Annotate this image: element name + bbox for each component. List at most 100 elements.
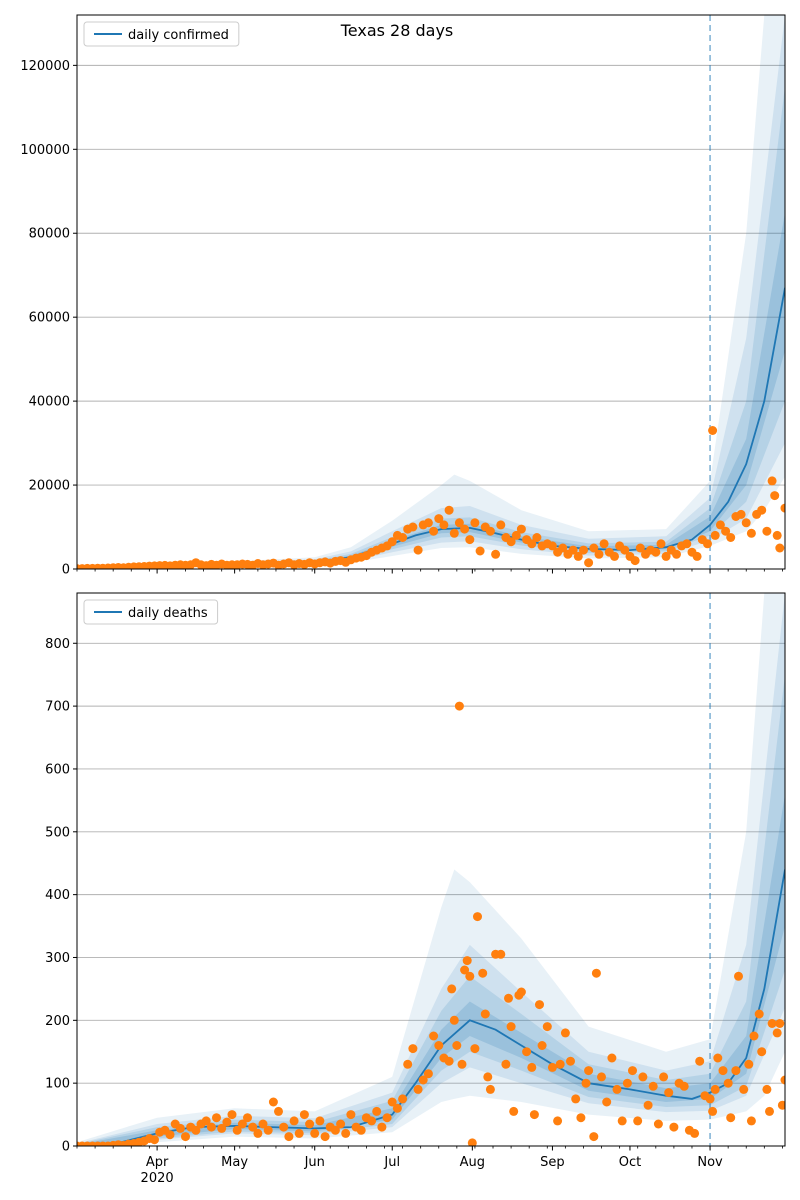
observed-point	[413, 1084, 423, 1094]
observed-point	[263, 1125, 273, 1135]
observed-point	[529, 1110, 539, 1120]
legend-label: daily confirmed	[128, 28, 229, 43]
observed-point	[767, 476, 777, 486]
observed-point	[610, 551, 619, 561]
observed-point	[767, 1019, 777, 1028]
credible-band-outermost	[77, 15, 785, 569]
observed-point	[382, 1113, 392, 1123]
observed-point	[429, 526, 439, 536]
observed-point	[501, 1059, 511, 1069]
observed-point	[511, 530, 521, 540]
observed-point	[591, 968, 601, 978]
observed-point	[746, 1116, 756, 1126]
observed-point	[775, 543, 785, 553]
observed-point	[248, 1122, 258, 1132]
observed-point	[571, 1094, 581, 1104]
observed-point	[560, 1028, 570, 1038]
observed-point	[258, 1119, 268, 1129]
observed-point	[612, 1084, 622, 1094]
observed-point	[470, 1044, 480, 1054]
observed-point	[377, 1122, 387, 1132]
observed-point	[449, 528, 459, 538]
observed-point	[597, 1072, 606, 1082]
observed-point	[449, 1015, 459, 1025]
observed-point	[408, 522, 418, 532]
observed-point	[222, 1117, 232, 1127]
observed-point	[452, 1041, 462, 1050]
observed-point	[622, 1078, 632, 1088]
observed-point	[708, 426, 718, 435]
observed-point	[398, 1094, 408, 1104]
observed-point	[739, 1084, 749, 1094]
observed-point	[535, 1000, 544, 1010]
observed-point	[201, 1116, 211, 1126]
x-tick-label: Jul	[383, 1155, 400, 1170]
x-tick-label: Aug	[460, 1155, 485, 1170]
observed-point	[710, 530, 720, 540]
observed-point	[672, 549, 681, 559]
observed-point	[483, 1072, 493, 1082]
observed-point	[460, 524, 470, 534]
x-tick-sublabel: 2020	[141, 1171, 174, 1186]
observed-point	[581, 1078, 591, 1088]
observed-point	[775, 1019, 785, 1028]
observed-point	[643, 1100, 653, 1110]
observed-point	[315, 1116, 325, 1126]
observed-point	[692, 551, 702, 561]
observed-point	[602, 1097, 612, 1107]
observed-point	[726, 533, 736, 542]
observed-point	[387, 537, 397, 547]
observed-point	[516, 987, 526, 997]
observed-point	[460, 965, 470, 975]
legend-label: daily deaths	[128, 606, 208, 621]
y-tick-label: 20000	[29, 479, 70, 494]
observed-point	[705, 1094, 715, 1104]
observed-point	[656, 539, 666, 549]
observed-point	[496, 949, 506, 959]
observed-point	[423, 1069, 433, 1079]
observed-point	[310, 1128, 320, 1138]
confirmed-panel: 0 20000 40000 60000 80000 100000 120000 daily c…	[20, 14, 786, 578]
y-tick-label: 300	[45, 951, 70, 966]
observed-point	[506, 1022, 516, 1032]
observed-point	[423, 518, 433, 528]
observed-point	[212, 1113, 221, 1123]
observed-point	[617, 1116, 627, 1126]
observed-point	[165, 1130, 175, 1140]
observed-point	[708, 1106, 718, 1116]
observed-point	[770, 491, 780, 501]
observed-point	[558, 543, 568, 553]
observed-point	[555, 1059, 565, 1069]
x-tick-label: Oct	[619, 1155, 641, 1170]
observed-point	[346, 1110, 356, 1120]
x-tick-label: Apr	[146, 1155, 169, 1170]
observed-point	[413, 545, 423, 555]
observed-point	[367, 1116, 377, 1126]
observed-point	[537, 1041, 547, 1050]
observed-point	[485, 526, 495, 536]
observed-point	[506, 537, 516, 547]
observed-point	[741, 518, 751, 528]
observed-point	[480, 1009, 490, 1019]
observed-point	[736, 509, 746, 519]
observed-point	[527, 1062, 537, 1072]
axes-frame	[76, 14, 786, 570]
observed-point	[465, 535, 475, 545]
observed-point	[757, 1047, 767, 1057]
observed-point	[589, 1132, 599, 1142]
observed-point	[447, 984, 457, 994]
y-tick-label: 100000	[20, 143, 70, 158]
observed-point	[542, 1022, 552, 1032]
observed-point	[284, 1132, 294, 1142]
observed-point	[299, 1110, 309, 1120]
observed-point	[175, 1123, 185, 1133]
axes-frame	[76, 592, 786, 1147]
observed-point	[757, 505, 767, 515]
observed-point	[723, 1078, 733, 1088]
observed-point	[734, 971, 743, 981]
y-tick-label: 80000	[29, 227, 70, 242]
y-tick-label: 200	[45, 1014, 70, 1029]
observed-point	[274, 1106, 283, 1116]
